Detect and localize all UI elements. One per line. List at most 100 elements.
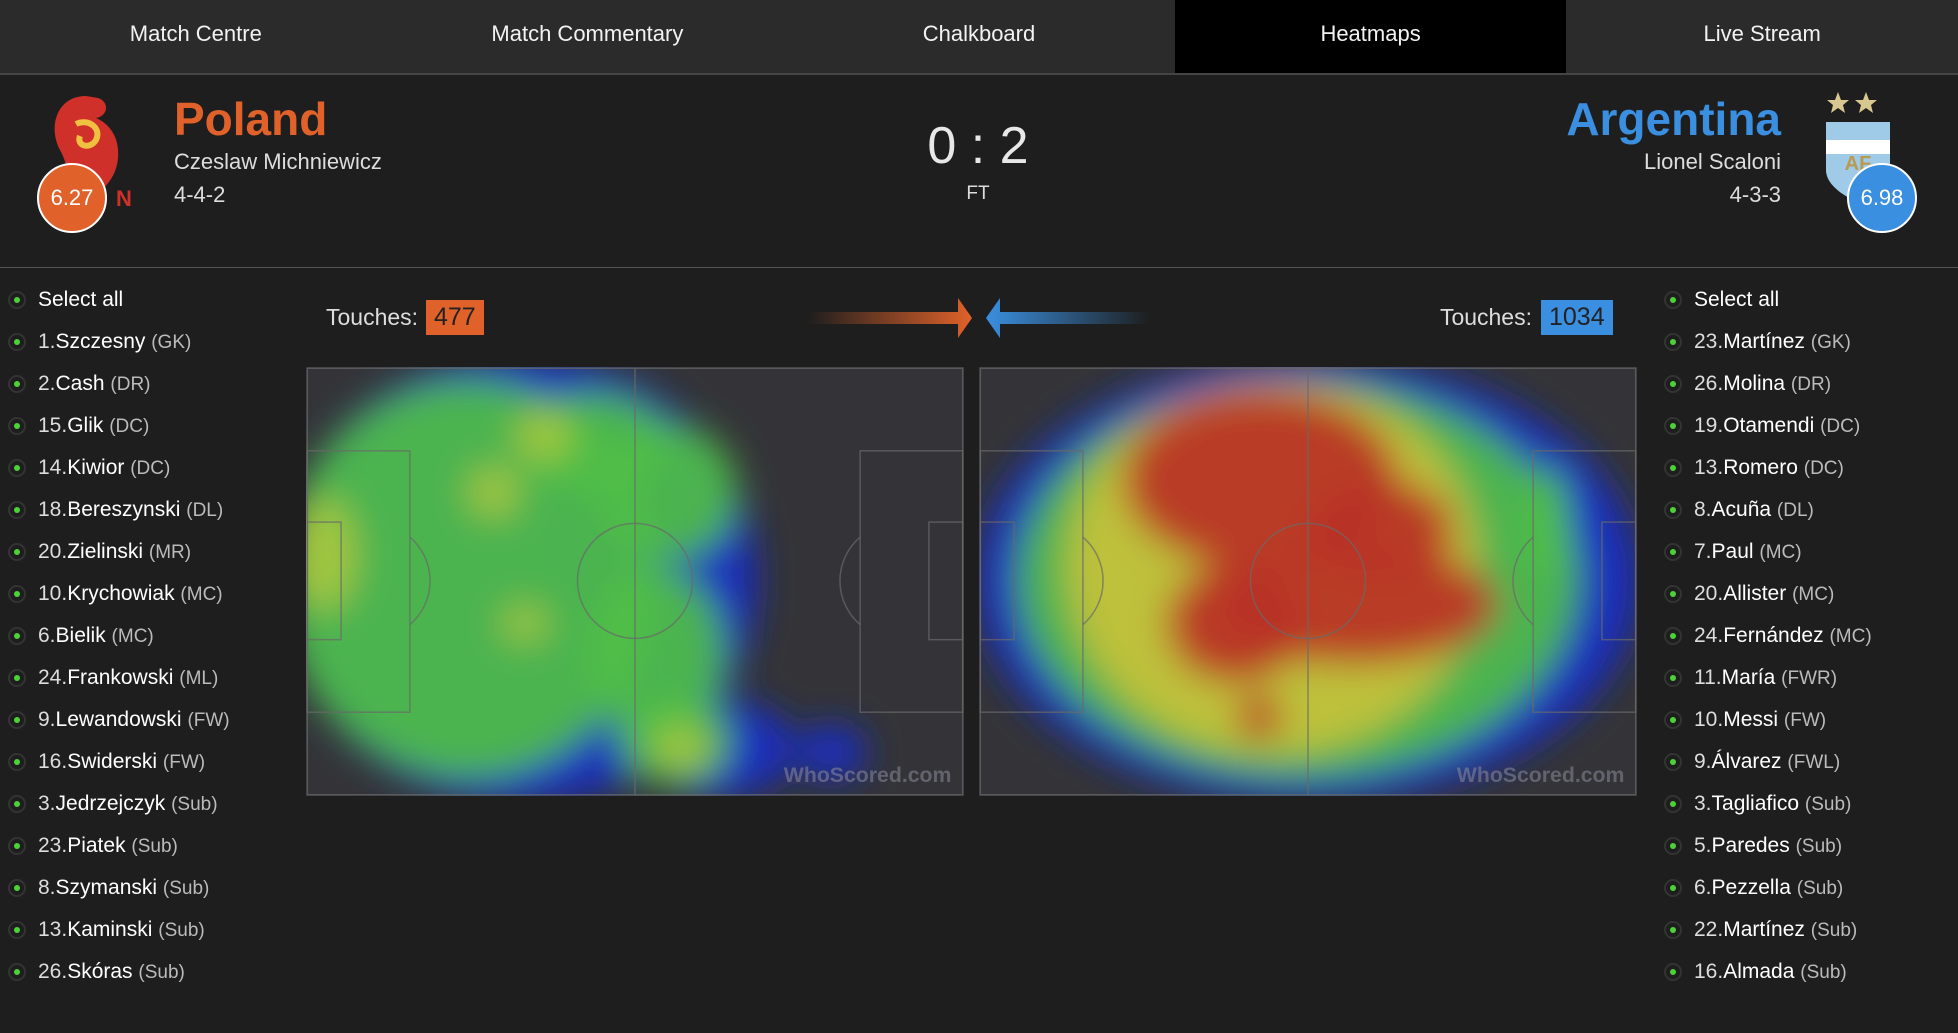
checkbox[interactable] <box>8 753 26 772</box>
checkbox[interactable] <box>8 333 26 352</box>
checkbox[interactable] <box>1664 711 1682 730</box>
away-touches-label: Touches: <box>1439 304 1532 330</box>
player-name: Martínez <box>1723 330 1805 353</box>
player-number: 19. <box>1694 414 1724 437</box>
player-row[interactable]: 10.Messi (FW) <box>1664 707 1826 734</box>
checkbox[interactable] <box>1664 921 1682 940</box>
player-name: Piatek <box>67 834 126 857</box>
player-row[interactable]: 10.Krychowiak (MC) <box>8 581 223 608</box>
checkbox[interactable] <box>8 711 26 730</box>
player-position: (DL) <box>186 500 224 521</box>
player-position: (DC) <box>109 416 150 437</box>
nav-tab[interactable]: Match Centre <box>129 21 262 46</box>
checkbox[interactable] <box>1664 753 1682 772</box>
heat-blob <box>1304 479 1455 580</box>
player-row[interactable]: 26.Skóras (Sub) <box>8 959 185 986</box>
checkbox[interactable] <box>8 921 26 940</box>
checkbox[interactable] <box>8 459 26 478</box>
player-name: Lewandowski <box>55 708 182 731</box>
player-position: (Sub) <box>162 878 210 899</box>
player-name: Szymanski <box>55 876 158 899</box>
checkbox[interactable] <box>8 669 26 688</box>
checkbox[interactable] <box>8 627 26 646</box>
player-row[interactable]: 20.Allister (MC) <box>1664 581 1834 608</box>
player-row[interactable]: 13.Kaminski (Sub) <box>8 917 205 944</box>
checkbox[interactable] <box>1664 417 1682 436</box>
checkbox[interactable] <box>1664 501 1682 520</box>
checkbox[interactable] <box>8 963 26 982</box>
player-row[interactable]: 11.María (FWR) <box>1664 665 1837 692</box>
checkbox[interactable] <box>8 291 26 310</box>
player-name: Tagliafico <box>1711 792 1800 815</box>
checkbox[interactable] <box>8 543 26 562</box>
player-row[interactable]: 2.Cash (DR) <box>8 371 151 398</box>
player-row[interactable]: 8.Szymanski (Sub) <box>8 875 209 902</box>
checkbox[interactable] <box>8 879 26 898</box>
player-position: (MC) <box>1759 542 1802 563</box>
heat-blob <box>587 567 726 743</box>
player-row[interactable]: Select all <box>8 287 123 313</box>
checkbox[interactable] <box>8 417 26 436</box>
pitch-line <box>409 536 431 626</box>
player-row[interactable]: 7.Paul (MC) <box>1664 539 1802 566</box>
watermark: WhoScored.com <box>1457 763 1625 787</box>
player-row[interactable]: 13.Romero (DC) <box>1664 455 1844 482</box>
player-row[interactable]: 9.Álvarez (FWL) <box>1664 749 1840 776</box>
player-position: (GK) <box>151 332 192 353</box>
player-number: 24. <box>38 666 68 689</box>
player-row[interactable]: 18.Bereszynski (DL) <box>8 497 223 524</box>
player-name: Allister <box>1723 582 1787 605</box>
player-row[interactable]: 23.Piatek (Sub) <box>8 833 178 860</box>
checkbox[interactable] <box>1664 879 1682 898</box>
checkbox[interactable] <box>1664 333 1682 352</box>
player-row[interactable]: 16.Swiderski (FW) <box>8 749 205 776</box>
checkbox[interactable] <box>1664 291 1682 310</box>
player-row[interactable]: 6.Bielik (MC) <box>8 623 154 650</box>
player-name: Kaminski <box>67 918 153 941</box>
checkbox[interactable] <box>8 837 26 856</box>
checkbox[interactable] <box>1664 459 1682 478</box>
player-row[interactable]: 9.Lewandowski (FW) <box>8 707 230 734</box>
away-rating: 6.98 <box>1847 163 1917 233</box>
checkbox[interactable] <box>8 585 26 604</box>
checkbox[interactable] <box>1664 375 1682 394</box>
player-row[interactable]: 22.Martínez (Sub) <box>1664 917 1857 944</box>
checkbox[interactable] <box>1664 795 1682 814</box>
player-row[interactable]: 16.Almada (Sub) <box>1664 959 1847 986</box>
player-row[interactable]: Select all <box>1664 287 1779 313</box>
checkbox[interactable] <box>8 501 26 520</box>
player-row[interactable]: 15.Glik (DC) <box>8 413 149 440</box>
checkbox[interactable] <box>1664 963 1682 982</box>
player-row[interactable]: 3.Jedrzejczyk (Sub) <box>8 791 218 818</box>
player-name: Jedrzejczyk <box>55 792 166 815</box>
heat-layers <box>306 367 867 796</box>
player-position: (Sub) <box>171 794 218 815</box>
checkbox[interactable] <box>1664 627 1682 646</box>
checkbox[interactable] <box>1664 837 1682 856</box>
checkbox[interactable] <box>1664 543 1682 562</box>
player-row[interactable]: 1.Szczesny (GK) <box>8 329 191 356</box>
heat-blob <box>796 724 867 780</box>
player-row[interactable]: 20.Zielinski (MR) <box>8 539 191 566</box>
nav-tab[interactable]: Heatmaps <box>1174 0 1567 73</box>
checkbox[interactable] <box>8 795 26 814</box>
checkbox[interactable] <box>1664 669 1682 688</box>
player-row[interactable]: 5.Paredes (Sub) <box>1664 833 1842 860</box>
player-row[interactable]: 19.Otamendi (DC) <box>1664 413 1860 440</box>
player-name: Skóras <box>67 960 133 983</box>
player-number: 20. <box>38 540 68 563</box>
player-row[interactable]: 26.Molina (DR) <box>1664 371 1831 398</box>
player-row[interactable]: 14.Kiwior (DC) <box>8 455 170 482</box>
player-row[interactable]: 24.Fernández (MC) <box>1664 623 1872 650</box>
player-row[interactable]: 24.Frankowski (ML) <box>8 665 218 692</box>
player-row[interactable]: 8.Acuña (DL) <box>1664 497 1814 524</box>
player-row[interactable]: 23.Martínez (GK) <box>1664 329 1851 356</box>
nav-tab[interactable]: Live Stream <box>1703 21 1821 46</box>
nav-tab[interactable]: Chalkboard <box>922 21 1036 46</box>
player-row[interactable]: 6.Pezzella (Sub) <box>1664 875 1843 902</box>
checkbox[interactable] <box>8 375 26 394</box>
checkbox[interactable] <box>1664 585 1682 604</box>
nav-tab[interactable]: Match Commentary <box>491 21 684 46</box>
player-row[interactable]: 3.Tagliafico (Sub) <box>1664 791 1851 818</box>
